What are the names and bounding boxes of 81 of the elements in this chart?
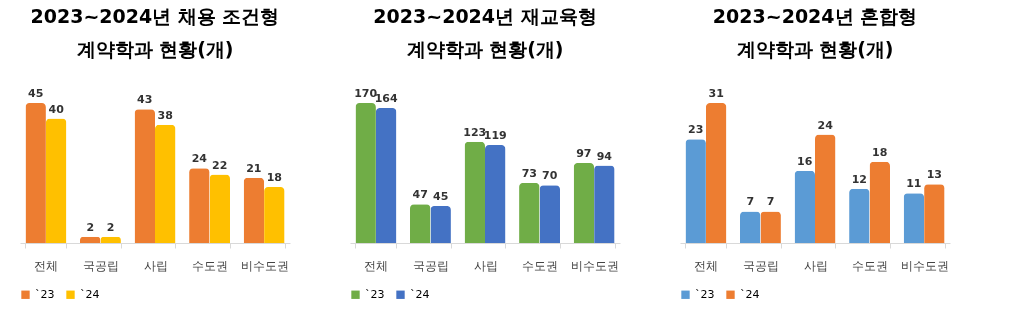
data-label: 38 <box>157 108 173 122</box>
bar <box>815 134 836 243</box>
chart-subtitle: 계약학과 현황(개) <box>736 38 894 60</box>
data-label: 43 <box>137 93 153 107</box>
data-label: 24 <box>817 118 834 132</box>
x-tick-label: 수도권 <box>852 258 889 273</box>
data-label: 45 <box>28 87 44 100</box>
data-label: 22 <box>212 158 228 172</box>
data-label: 12 <box>851 172 867 186</box>
bar <box>430 205 451 243</box>
bar <box>485 145 506 243</box>
x-tick-label: 사립 <box>803 258 828 273</box>
bar <box>594 165 615 243</box>
x-tick-label: 수도권 <box>522 258 559 273</box>
bar <box>464 141 485 243</box>
bar <box>134 109 155 243</box>
x-tick-label: 전체 <box>34 258 59 273</box>
x-tick-label: 전체 <box>364 258 389 273</box>
data-label: 94 <box>596 149 613 163</box>
x-tick-label: 수도권 <box>192 258 229 273</box>
chart-title: 2023~2024년 재교육형 <box>373 5 597 27</box>
data-label: 2 <box>106 220 115 234</box>
bar <box>539 185 560 243</box>
data-label: 18 <box>872 145 888 159</box>
bar <box>155 124 176 243</box>
x-tick-label: 국공립 <box>412 258 449 273</box>
legend-label: `23 <box>365 287 385 301</box>
bar <box>573 163 595 243</box>
bar <box>740 211 761 243</box>
x-tick-label: 비수도권 <box>570 258 619 273</box>
bar <box>760 211 781 243</box>
x-tick-label: 사립 <box>473 258 498 273</box>
x-tick-label: 비수도권 <box>900 258 949 273</box>
data-label: 97 <box>576 147 592 161</box>
bar <box>189 168 210 243</box>
chart-subtitle: 계약학과 현황(개) <box>406 38 564 60</box>
bar <box>25 103 46 243</box>
legend-label: `24 <box>740 287 760 301</box>
x-tick-label: 전체 <box>694 258 719 273</box>
data-label: 23 <box>688 123 704 137</box>
bar <box>209 174 230 243</box>
data-label: 13 <box>926 168 942 182</box>
bar <box>903 193 925 243</box>
data-label: 40 <box>48 102 65 116</box>
x-tick-label: 국공립 <box>82 258 119 273</box>
bar <box>849 188 870 243</box>
data-label: 7 <box>746 195 755 209</box>
bar <box>794 170 815 243</box>
bar <box>264 187 285 243</box>
data-label: 7 <box>766 195 775 209</box>
x-tick-label: 사립 <box>143 258 168 273</box>
data-label: 45 <box>433 189 449 203</box>
bar <box>869 161 890 243</box>
bar <box>685 139 706 243</box>
x-tick-label: 국공립 <box>742 258 779 273</box>
bar <box>519 182 540 243</box>
bar <box>243 177 265 243</box>
data-label: 73 <box>521 166 537 180</box>
legend-label: `23 <box>35 287 55 301</box>
data-label: 16 <box>797 154 813 168</box>
data-label: 24 <box>191 152 208 166</box>
chart-subtitle: 계약학과 현황(개) <box>76 38 234 60</box>
bar <box>924 184 945 243</box>
bar <box>705 103 727 243</box>
bar <box>355 103 376 243</box>
legend-label: `23 <box>695 287 715 301</box>
legend-label: `24 <box>80 287 100 301</box>
data-label: 70 <box>542 169 558 183</box>
x-tick-label: 비수도권 <box>240 258 289 273</box>
data-label: 18 <box>266 171 282 184</box>
data-label: 2 <box>86 220 95 234</box>
bar <box>375 107 397 243</box>
data-label: 21 <box>246 161 262 175</box>
legend-label: `24 <box>410 287 430 301</box>
bar <box>45 118 67 243</box>
chart-title: 2023~2024년 혼합형 <box>712 5 918 27</box>
chart-title: 2023~2024년 채용 조건형 <box>30 5 280 27</box>
data-label: 31 <box>708 87 724 100</box>
data-label: 47 <box>412 188 428 202</box>
data-label: 11 <box>906 177 922 191</box>
bar <box>410 204 431 243</box>
